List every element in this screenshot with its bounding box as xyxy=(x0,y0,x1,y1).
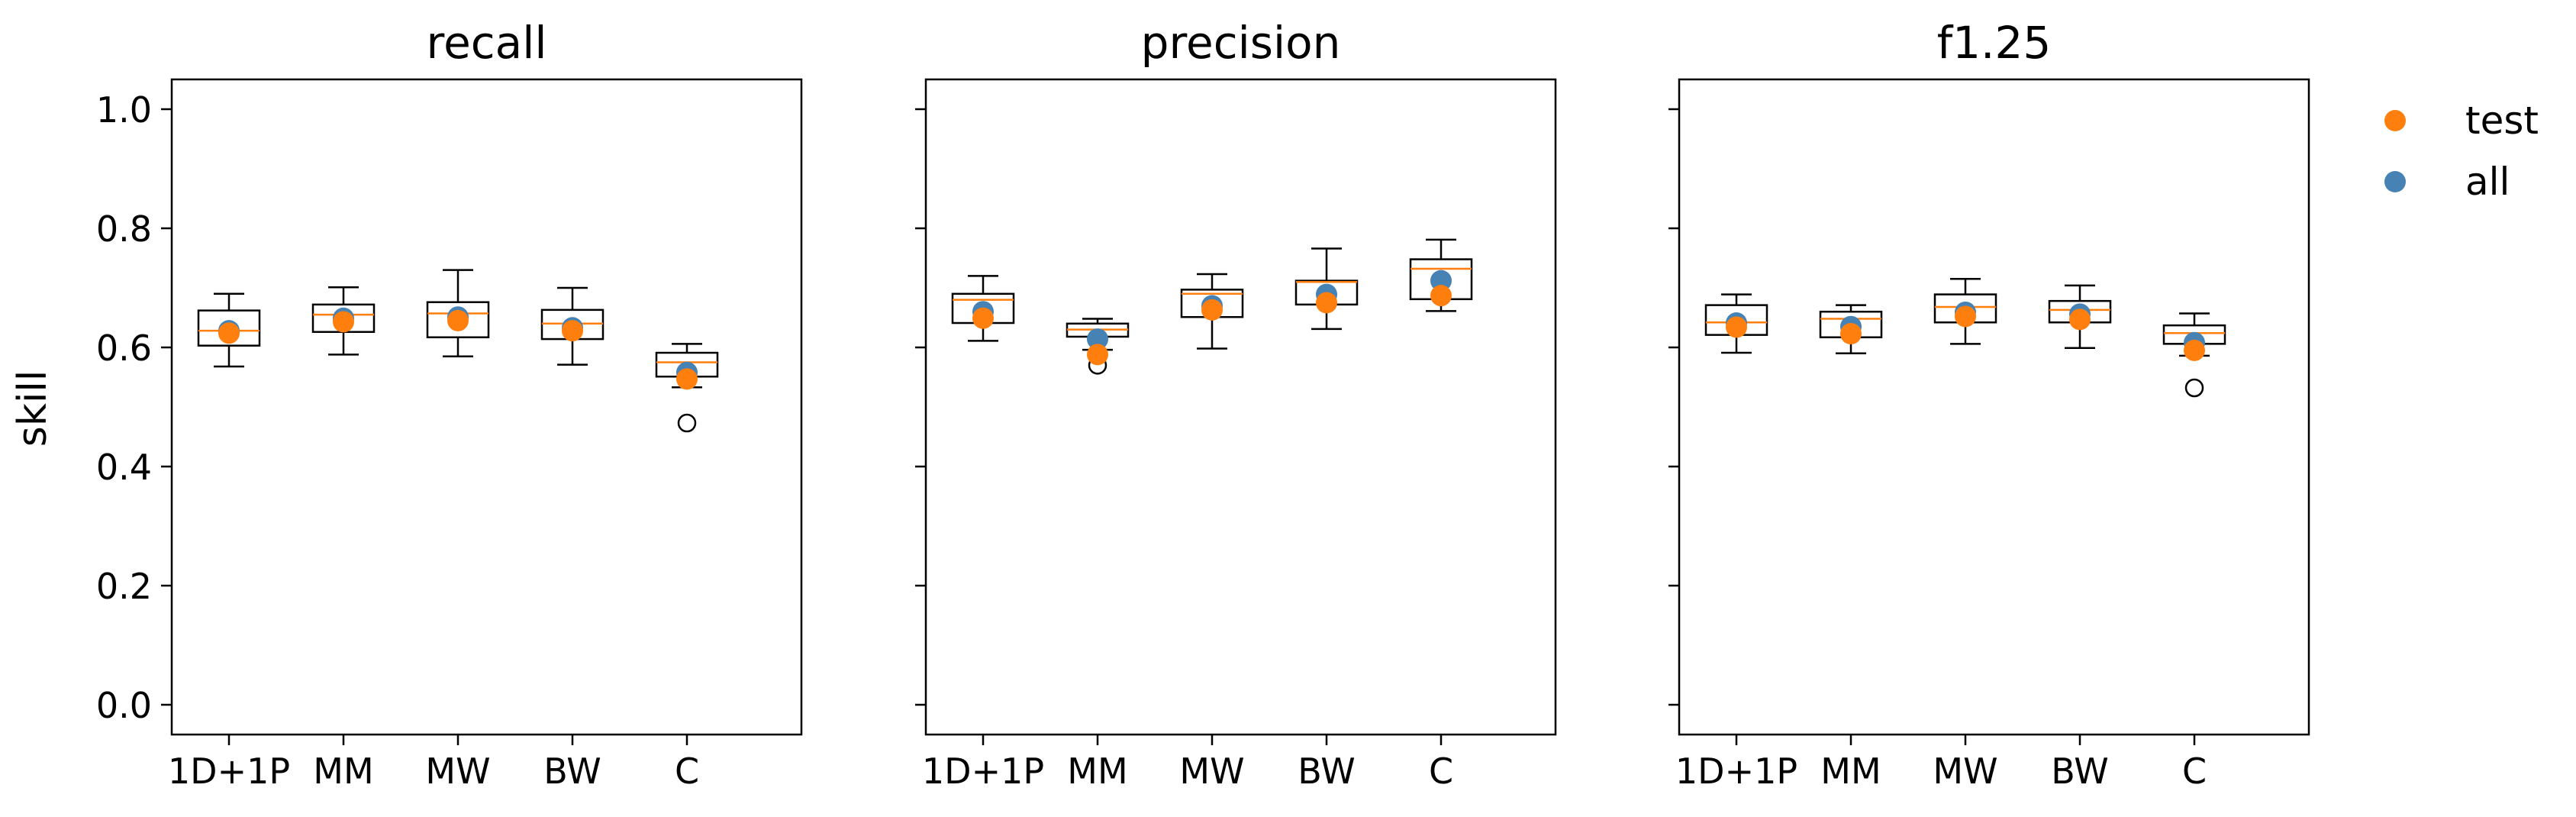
test-point xyxy=(1955,305,1976,328)
panels: recall 0.0 0.2 0.4 0.6 0.8 1.0 1D+1P MM MW BW Cprec… xyxy=(96,17,2310,792)
outlier-point xyxy=(2184,378,2204,398)
box xyxy=(426,301,490,338)
outlier-point xyxy=(677,413,697,433)
panel-title: f1.25 xyxy=(1937,17,2052,69)
y-tick-label: 0.8 xyxy=(96,208,152,250)
x-tick-label: C xyxy=(1429,751,1453,792)
all-point xyxy=(1430,270,1452,292)
y-tick-label: 1.0 xyxy=(96,89,152,131)
all-point xyxy=(1087,328,1108,350)
panel-1: precision 1D+1P MM MW BW C xyxy=(915,17,1557,792)
y-tick-label: 0.0 xyxy=(96,685,152,726)
plot-frame xyxy=(1678,78,2310,736)
test-point xyxy=(1726,316,1747,338)
x-tick-label: MM xyxy=(1067,751,1127,792)
x-tick-label: 1D+1P xyxy=(1675,751,1797,792)
y-tick-label: 0.4 xyxy=(96,447,152,488)
test-point xyxy=(333,311,354,333)
test-point xyxy=(218,322,240,344)
plot-frame xyxy=(170,78,803,736)
legend-label-all: all xyxy=(2465,160,2510,204)
legend-label-test: test xyxy=(2465,98,2539,143)
test-point xyxy=(2184,339,2205,361)
x-tick-label: MM xyxy=(1820,751,1881,792)
legend-marker-all xyxy=(2384,171,2406,192)
x-tick-label: MW xyxy=(1933,751,1997,792)
test-point xyxy=(972,307,994,329)
plot-frame xyxy=(924,78,1557,736)
test-point xyxy=(1087,344,1108,366)
x-tick-label: 1D+1P xyxy=(922,751,1044,792)
test-point xyxy=(447,309,469,331)
panel-title: recall xyxy=(427,17,547,69)
test-point xyxy=(676,368,698,390)
x-tick-label: BW xyxy=(543,751,601,792)
legend-marker-test xyxy=(2384,110,2406,131)
panel-title: precision xyxy=(1141,17,1341,69)
y-axis-label: skill xyxy=(10,370,56,447)
x-tick-label: MM xyxy=(313,751,373,792)
x-tick-label: 1D+1P xyxy=(168,751,290,792)
legend: test all xyxy=(2384,98,2539,204)
y-tick-label: 0.6 xyxy=(96,328,152,369)
boxplot-3 xyxy=(540,286,605,366)
test-point xyxy=(562,320,583,342)
x-tick-label: C xyxy=(2182,751,2207,792)
panel-0: recall 0.0 0.2 0.4 0.6 0.8 1.0 1D+1P MM MW BW C xyxy=(96,17,803,792)
x-tick-label: C xyxy=(675,751,699,792)
y-tick-label: 0.2 xyxy=(96,566,152,607)
x-tick-label: BW xyxy=(2051,751,2108,792)
test-point xyxy=(1201,299,1223,321)
x-tick-label: MW xyxy=(1179,751,1244,792)
test-point xyxy=(1316,292,1337,314)
test-point xyxy=(2069,308,2091,331)
test-point xyxy=(1430,285,1452,307)
x-tick-label: MW xyxy=(425,751,490,792)
boxplot-0 xyxy=(197,292,261,368)
x-tick-label: BW xyxy=(1298,751,1355,792)
panel-2: f1.25 1D+1P MM MW BW C xyxy=(1668,17,2310,792)
test-point xyxy=(1840,323,1862,345)
box xyxy=(197,309,261,347)
